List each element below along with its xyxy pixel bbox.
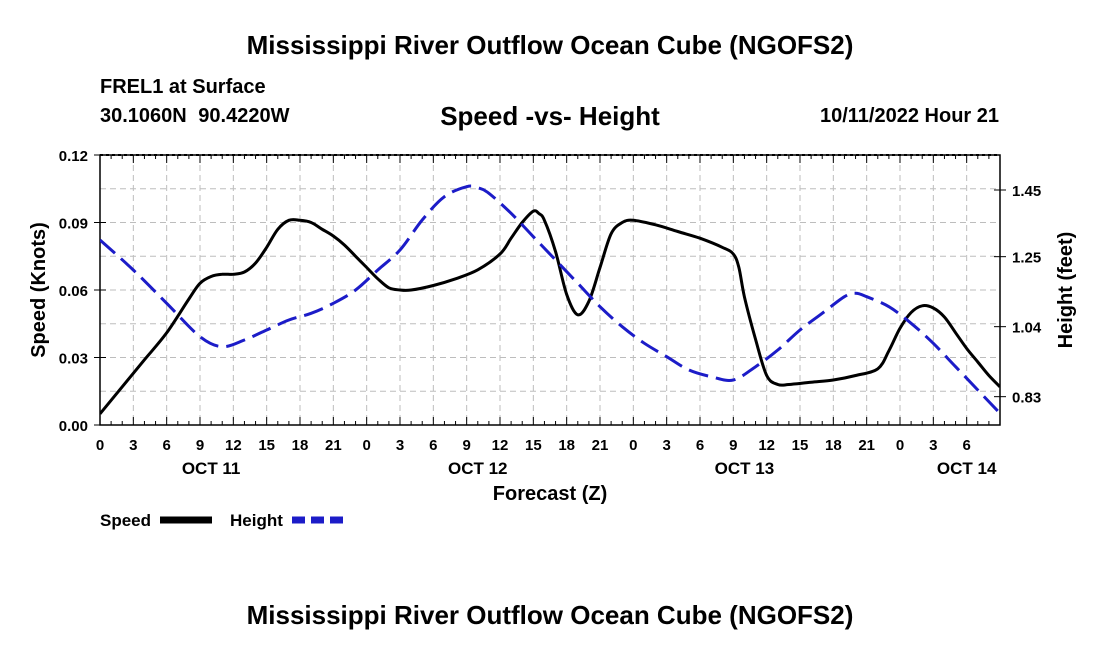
x-tick-label: 12 [225,437,242,454]
x-tick-label: 21 [858,437,875,454]
x-tick-label: 6 [429,437,437,454]
x-tick-label: 9 [196,437,204,454]
x-tick-label: 0 [96,437,104,454]
station-name: FREL1 at Surface [100,76,266,98]
y2-axis-label: Height (feet) [1055,232,1077,349]
height-series-line [100,184,1000,415]
x-tick-label: 6 [962,437,970,454]
x-tick-label: 3 [129,437,137,454]
y2-tick-label: 1.45 [1012,183,1041,200]
x-tick-label: 9 [729,437,737,454]
gridlines [100,155,1000,425]
x-tick-label: 12 [492,437,509,454]
x-tick-label: 0 [896,437,904,454]
x-tick-label: 18 [558,437,575,454]
x-tick-label: 18 [292,437,309,454]
y2-tick-label: 1.25 [1012,250,1041,267]
legend-speed-label: Speed [100,511,151,530]
run-datetime: 10/11/2022 Hour 21 [819,105,999,127]
x-tick-label: 9 [462,437,470,454]
x-tick-label: 3 [662,437,670,454]
series-lines [100,184,1000,415]
day-label: OCT 14 [937,459,997,478]
tick-labels: 0.00 0.03 0.06 0.09 0.12 0.83 1.04 1.25 1.45 0 3 6 9… [59,148,1042,478]
x-tick-label: 15 [525,437,542,454]
x-tick-label: 21 [592,437,609,454]
y-axis-label: Speed (Knots) [28,222,50,358]
day-label: OCT 13 [715,459,775,478]
x-tick-label: 3 [396,437,404,454]
x-tick-label: 6 [162,437,170,454]
x-tick-label: 3 [929,437,937,454]
x-tick-label: 15 [258,437,275,454]
y-tick-label: 0.00 [59,418,88,435]
y2-tick-label: 0.83 [1012,390,1041,407]
speed-series-line [100,209,1000,415]
chart-subtitle: Speed -vs- Height [440,101,660,131]
x-tick-label: 6 [696,437,704,454]
x-tick-label: 21 [325,437,342,454]
x-tick-label: 0 [362,437,370,454]
legend: Speed Height [100,511,344,530]
station-coords: 30.1060N 90.4220W [100,105,290,127]
y-tick-label: 0.12 [59,148,88,165]
day-label: OCT 12 [448,459,508,478]
axis-ticks [94,154,1006,426]
legend-height-label: Height [230,511,283,530]
y-tick-label: 0.06 [59,283,88,300]
bottom-title: Mississippi River Outflow Ocean Cube (NG… [246,600,854,630]
main-title: Mississippi River Outflow Ocean Cube (NG… [246,30,854,60]
y-tick-label: 0.09 [59,216,88,233]
x-tick-label: 18 [825,437,842,454]
y-tick-label: 0.03 [59,351,88,368]
y2-tick-label: 1.04 [1012,320,1042,337]
x-tick-label: 15 [792,437,809,454]
x-axis-label: Forecast (Z) [493,483,607,505]
x-tick-label: 12 [758,437,775,454]
day-label: OCT 11 [182,459,241,478]
x-tick-label: 0 [629,437,637,454]
